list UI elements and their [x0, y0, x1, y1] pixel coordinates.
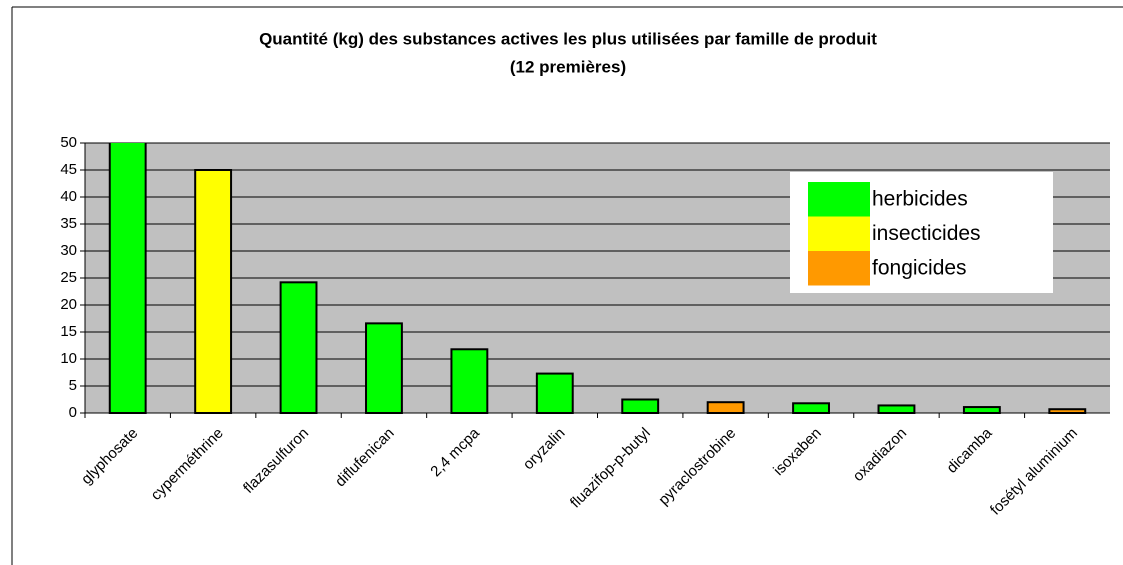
x-tick-label: cyperméthrine [148, 425, 227, 504]
chart-title: Quantité (kg) des substances actives les… [259, 29, 877, 48]
y-tick-label: 20 [60, 296, 77, 313]
legend-label: fongicides [872, 257, 967, 280]
bar [365, 322, 403, 414]
y-tick-label: 30 [60, 242, 77, 259]
legend-label: herbicides [872, 188, 968, 211]
bar [1048, 408, 1087, 414]
x-tick-label: diflufenican [332, 425, 398, 491]
legend-swatch [808, 216, 870, 251]
bar [279, 281, 318, 414]
y-tick-label: 0 [69, 404, 77, 421]
bar [962, 406, 1001, 414]
x-tick-label: fosétyl aluminium [987, 425, 1081, 519]
x-tick-label: dicamba [943, 424, 996, 477]
bar [108, 143, 147, 414]
y-tick-label: 25 [60, 269, 77, 286]
legend-swatch [808, 182, 870, 217]
legend-swatch [808, 251, 870, 286]
x-tick-label: pyraclostrobine [655, 425, 739, 509]
y-tick-label: 15 [60, 323, 77, 340]
y-tick-label: 50 [60, 134, 77, 151]
bar [792, 402, 830, 414]
y-tick-label: 45 [60, 161, 77, 178]
x-tick-label: oxadiazon [850, 425, 910, 485]
x-tick-label: oryzalin [520, 425, 569, 474]
x-tick-label: isoxaben [770, 425, 824, 479]
chart-subtitle: (12 premières) [510, 57, 626, 76]
y-tick-label: 10 [60, 350, 77, 367]
x-tick-label: flazasulfuron [240, 425, 312, 497]
y-tick-label: 35 [60, 215, 77, 232]
x-tick-label: glyphosate [78, 425, 141, 488]
y-tick-label: 5 [69, 377, 77, 394]
bar [621, 398, 660, 414]
bar [450, 348, 489, 414]
bar [877, 404, 916, 414]
y-tick-label: 40 [60, 188, 77, 205]
x-tick-label: 2,4 mcpa [427, 424, 483, 480]
bar [535, 372, 574, 414]
x-tick-label: fluazifop-p-butyl [567, 425, 654, 512]
bar [194, 169, 233, 414]
legend-label: insecticides [872, 222, 981, 245]
bar [706, 401, 745, 414]
